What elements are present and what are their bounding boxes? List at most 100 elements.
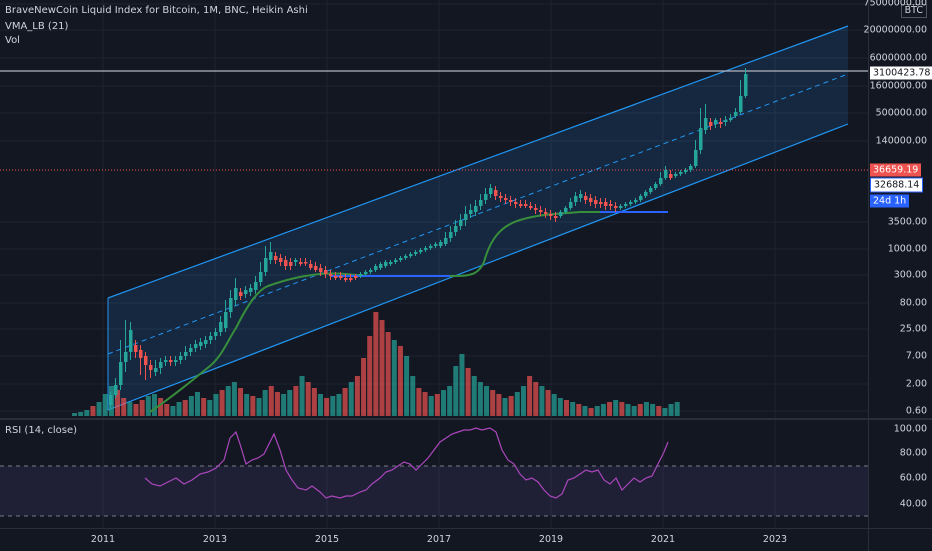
rsi-pane[interactable]: RSI (14, close) bbox=[0, 420, 868, 528]
channel-lower-line[interactable] bbox=[107, 123, 849, 411]
bar-countdown-tag[interactable]: 24d 1h bbox=[870, 194, 910, 208]
volume-bar bbox=[484, 386, 490, 416]
regression-channel[interactable] bbox=[107, 25, 849, 411]
candle-body bbox=[234, 288, 238, 300]
candle-body bbox=[649, 188, 653, 192]
volume-bar bbox=[650, 404, 656, 416]
candle-body bbox=[144, 356, 148, 365]
volume-bar bbox=[127, 402, 133, 416]
candle-body bbox=[554, 216, 558, 218]
price-chart[interactable] bbox=[0, 0, 868, 418]
candle-body bbox=[449, 232, 453, 238]
candle-body bbox=[344, 278, 348, 280]
volume-bar bbox=[219, 390, 225, 416]
volume-bar bbox=[404, 356, 410, 416]
volume-bar bbox=[570, 402, 576, 416]
candle-body bbox=[444, 238, 448, 244]
volume-bar bbox=[336, 394, 342, 416]
candle-body bbox=[549, 214, 553, 216]
last-price-tag[interactable]: 36659.19 bbox=[870, 163, 922, 177]
candle-body bbox=[364, 272, 368, 274]
candle-body bbox=[639, 196, 643, 200]
volume-bar bbox=[502, 398, 508, 416]
candle-body bbox=[419, 250, 423, 252]
price-tick-label: 3500.00 bbox=[887, 216, 927, 228]
volume-bar bbox=[225, 386, 231, 416]
candle-body bbox=[369, 270, 373, 272]
vma-legend[interactable]: VMA_LB (21) bbox=[5, 21, 69, 32]
volume-bar bbox=[379, 320, 385, 416]
volume-bar bbox=[594, 406, 600, 416]
time-tick-label: 2013 bbox=[202, 534, 228, 545]
vol-legend[interactable]: Vol bbox=[5, 35, 20, 46]
candle-body bbox=[309, 264, 313, 268]
price-tick-label: 25.00 bbox=[899, 323, 927, 335]
volume-bar bbox=[600, 404, 606, 416]
candle-body bbox=[519, 204, 523, 206]
vma-price-tag[interactable]: 32688.14 bbox=[870, 177, 924, 193]
price-tick-label: 75000000.00 bbox=[863, 0, 927, 9]
candle-body bbox=[194, 344, 198, 348]
candle-body bbox=[469, 210, 473, 214]
price-tick-label: 140000.00 bbox=[875, 135, 927, 147]
candle-body bbox=[529, 206, 533, 208]
volume-bar bbox=[625, 404, 631, 416]
rsi-axis[interactable]: 100.00 80.00 60.00 40.00 bbox=[868, 420, 932, 528]
candle-body bbox=[314, 266, 318, 270]
volume-bar bbox=[96, 402, 102, 416]
candle-body bbox=[489, 188, 493, 194]
candle-body bbox=[259, 272, 263, 282]
main-chart-pane[interactable]: BraveNewCoin Liquid Index for Bitcoin, 1… bbox=[0, 0, 868, 418]
volume-bar bbox=[428, 396, 434, 416]
candle-body bbox=[664, 170, 668, 178]
candle-body bbox=[224, 312, 228, 328]
horizontal-line-price-tag[interactable]: 3100423.78 bbox=[870, 66, 932, 80]
candle-body bbox=[214, 332, 218, 336]
pane-divider[interactable] bbox=[0, 418, 932, 420]
candle-body bbox=[484, 194, 488, 200]
volume-bar bbox=[262, 390, 268, 416]
candle-body bbox=[119, 362, 123, 385]
currency-badge[interactable]: BTC bbox=[900, 4, 927, 18]
candles[interactable] bbox=[109, 68, 748, 408]
candle-body bbox=[429, 246, 433, 248]
volume-bar bbox=[164, 404, 170, 416]
volume-bar bbox=[520, 386, 526, 416]
volume-bar bbox=[477, 382, 483, 416]
volume-bar bbox=[311, 388, 317, 416]
grid-lines bbox=[0, 0, 868, 418]
candle-body bbox=[739, 96, 743, 112]
candle-body bbox=[424, 248, 428, 250]
candle-body bbox=[659, 178, 663, 184]
candle-body bbox=[744, 74, 748, 96]
volume-bar bbox=[527, 376, 533, 416]
candle-body bbox=[209, 336, 213, 340]
time-tick-label: 2011 bbox=[90, 534, 116, 545]
rsi-line[interactable] bbox=[144, 427, 669, 499]
candle-body bbox=[514, 202, 518, 204]
price-axis[interactable]: BTC 20000000.00 6000000.00 1600000.00 50000… bbox=[864, 0, 932, 418]
volume-bar bbox=[115, 390, 121, 416]
volume-bar bbox=[207, 400, 213, 416]
volume-bar bbox=[324, 398, 330, 416]
candle-body bbox=[384, 262, 388, 266]
time-axis[interactable]: 2011 2013 2015 2017 2019 2021 2023 bbox=[0, 528, 868, 551]
candle-body bbox=[379, 264, 383, 268]
rsi-legend[interactable]: RSI (14, close) bbox=[5, 425, 78, 436]
candle-body bbox=[629, 202, 633, 204]
candle-body bbox=[339, 276, 343, 278]
symbol-legend[interactable]: BraveNewCoin Liquid Index for Bitcoin, 1… bbox=[5, 5, 308, 16]
candle-body bbox=[354, 276, 358, 278]
candle-body bbox=[114, 385, 118, 395]
volume-bar bbox=[607, 402, 613, 416]
volume-bar bbox=[151, 394, 157, 416]
candle-body bbox=[129, 330, 133, 352]
volume-bar bbox=[176, 402, 182, 416]
volume-bar bbox=[508, 396, 514, 416]
candle-body bbox=[609, 204, 613, 206]
candle-body bbox=[139, 350, 143, 358]
candle-body bbox=[724, 120, 728, 122]
candle-body bbox=[699, 128, 703, 150]
rsi-chart[interactable] bbox=[0, 420, 868, 528]
volume-bar bbox=[158, 398, 164, 416]
